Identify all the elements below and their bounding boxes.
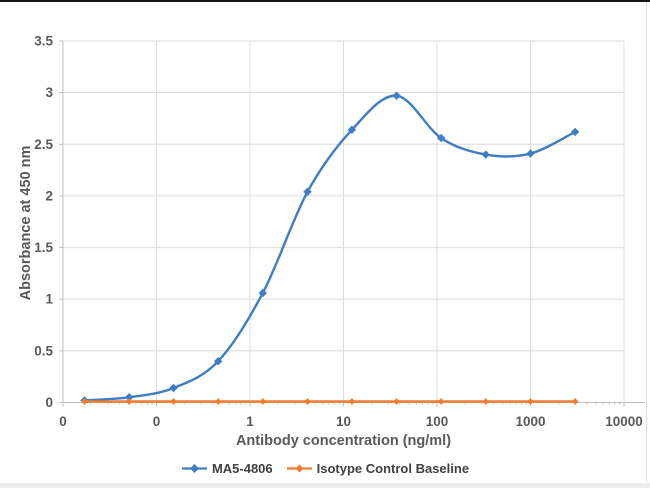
svg-text:1.5: 1.5 xyxy=(34,240,53,255)
data-point-marker xyxy=(81,398,88,405)
data-point-marker xyxy=(527,398,534,405)
data-point-marker xyxy=(125,393,134,402)
series-ma5-4806 xyxy=(80,91,580,405)
data-point-marker xyxy=(392,91,401,100)
x-axis-title: Antibody concentration (ng/ml) xyxy=(235,433,452,449)
data-point-marker xyxy=(347,125,357,134)
svg-text:0: 0 xyxy=(45,395,53,410)
chart-legend: MA5-4806 Isotype Control Baseline xyxy=(0,456,650,480)
y-axis-ticks xyxy=(59,40,63,403)
data-point-marker xyxy=(482,398,490,405)
data-point-marker xyxy=(526,149,535,158)
svg-text:3.5: 3.5 xyxy=(34,34,53,49)
data-point-marker xyxy=(437,133,446,143)
legend-marker-ma5-4806-icon xyxy=(181,463,207,473)
legend-label-ma5-4806: MA5-4806 xyxy=(211,460,273,476)
svg-text:0: 0 xyxy=(59,414,67,429)
data-point-marker xyxy=(437,398,445,405)
data-point-marker xyxy=(125,398,133,405)
svg-text:1000: 1000 xyxy=(515,414,545,429)
svg-text:2: 2 xyxy=(45,188,53,203)
x-tick-labels: 0 0 1 10 100 1000 10000 xyxy=(59,414,643,429)
y-tick-labels: 0 0.5 1 1.5 2 2.5 3 3.5 xyxy=(34,34,53,411)
legend-label-isotype-control: Isotype Control Baseline xyxy=(316,460,470,476)
y-axis-title: Absorbance at 450 nm xyxy=(18,145,34,301)
bottom-bar xyxy=(0,483,650,488)
data-point-marker xyxy=(393,398,400,405)
svg-text:3: 3 xyxy=(45,85,53,100)
data-point-marker xyxy=(214,357,223,366)
data-point-marker xyxy=(348,398,356,405)
data-point-marker xyxy=(214,398,222,405)
data-point-marker xyxy=(570,127,580,137)
x-gridlines xyxy=(156,41,625,403)
data-point-marker xyxy=(170,398,177,405)
series-isotype-control-baseline xyxy=(81,398,579,405)
data-point-marker xyxy=(259,398,267,405)
right-edge-line xyxy=(646,2,647,482)
svg-text:0.5: 0.5 xyxy=(34,343,53,358)
svg-text:10: 10 xyxy=(336,414,351,429)
legend-item-isotype-control: Isotype Control Baseline xyxy=(286,461,469,476)
legend-marker-isotype-control-icon xyxy=(286,464,312,472)
data-point-marker xyxy=(169,383,178,393)
top-border-line xyxy=(0,0,650,2)
legend-item-ma5-4806: MA5-4806 xyxy=(181,461,273,476)
data-point-marker xyxy=(481,150,490,159)
data-point-marker xyxy=(304,398,311,405)
svg-text:1: 1 xyxy=(45,292,53,307)
data-point-marker xyxy=(571,398,579,405)
svg-text:0: 0 xyxy=(153,414,161,429)
svg-text:2.5: 2.5 xyxy=(34,137,53,152)
svg-text:10000: 10000 xyxy=(605,414,643,429)
data-point-marker xyxy=(258,288,267,298)
data-point-marker xyxy=(303,187,312,196)
svg-text:100: 100 xyxy=(426,414,449,429)
svg-text:1: 1 xyxy=(246,414,254,429)
